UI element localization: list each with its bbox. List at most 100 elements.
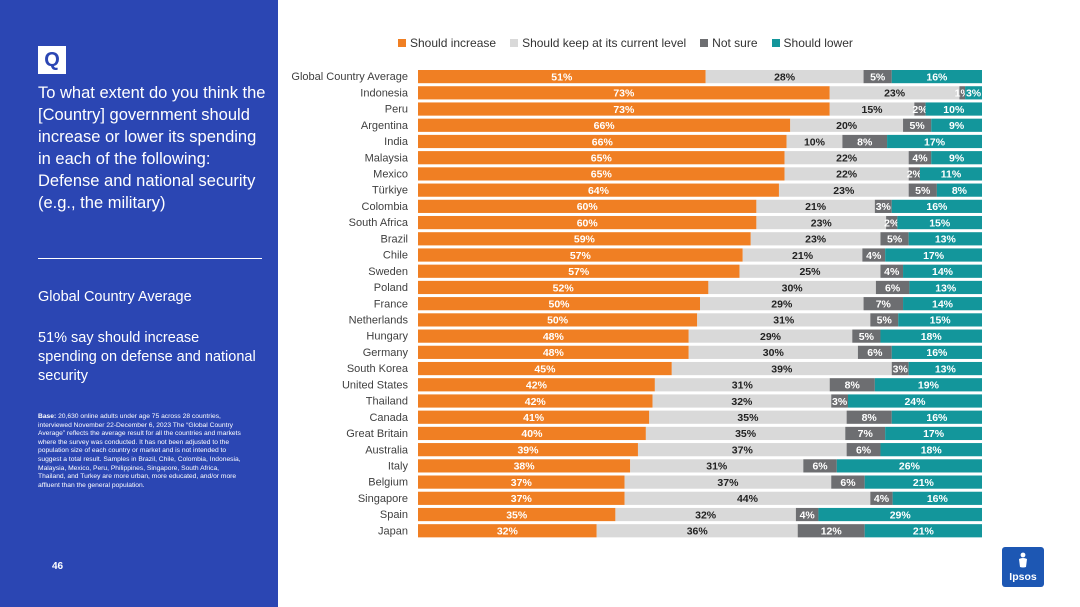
bar-segment-should-increase — [418, 102, 830, 116]
category-label: Sweden — [368, 266, 408, 278]
bar-segment-should-lower — [864, 524, 982, 538]
bar-segment-not-sure — [880, 232, 909, 246]
bar-segment-should-keep-at-its-current-level — [778, 183, 909, 197]
bar-segment-should-increase — [418, 475, 625, 489]
data-label: 15% — [929, 217, 951, 229]
bar-segment-should-lower — [891, 199, 982, 213]
bar-segment-should-increase — [418, 199, 757, 213]
bar-segment-should-keep-at-its-current-level — [739, 264, 881, 278]
data-label: 2% — [884, 217, 900, 229]
bar-segment-should-lower — [847, 394, 982, 408]
bar-segment-not-sure — [891, 361, 909, 376]
legend-swatch — [398, 39, 406, 47]
bar-segment-not-sure — [831, 475, 865, 489]
bar-segment-should-increase — [418, 280, 709, 295]
question-text: To what extent do you think the [Country… — [38, 84, 266, 212]
category-label: Chile — [383, 250, 408, 262]
ipsos-logo: Ipsos — [1002, 547, 1044, 587]
category-label: Australia — [365, 444, 409, 456]
category-label: South Africa — [349, 217, 409, 229]
data-label: 60% — [577, 201, 599, 213]
bar-segment-should-increase — [418, 459, 631, 473]
bar-segment-should-keep-at-its-current-level — [637, 443, 847, 457]
category-label: Germany — [363, 347, 409, 359]
data-label: 7% — [858, 428, 874, 440]
data-label: 60% — [577, 217, 599, 229]
category-label: France — [374, 298, 408, 310]
data-label: 59% — [574, 234, 596, 246]
data-label: 32% — [731, 396, 753, 408]
legend-label: Not sure — [712, 36, 758, 50]
data-label: 41% — [523, 412, 545, 424]
data-label: 65% — [591, 153, 613, 165]
bar-segment-not-sure — [959, 86, 966, 100]
data-label: 7% — [876, 298, 892, 310]
bar-segment-should-increase — [418, 426, 646, 441]
bar-segment-should-keep-at-its-current-level — [790, 118, 904, 132]
bar-segment-not-sure — [875, 280, 910, 295]
data-label: 26% — [899, 461, 921, 473]
legend-swatch — [510, 39, 519, 47]
data-label: 13% — [935, 363, 957, 375]
legend-label: Should keep at its current level — [522, 36, 687, 50]
bar-segment-should-lower — [880, 443, 982, 457]
data-label: 18% — [921, 331, 943, 343]
bar-segment-should-increase — [418, 248, 743, 262]
bar-segment-should-lower — [864, 475, 982, 489]
legend-label: Should lower — [783, 36, 853, 50]
bar-segment-should-lower — [903, 264, 982, 278]
data-label: 31% — [706, 461, 728, 473]
bar-segment-should-keep-at-its-current-level — [705, 70, 864, 84]
data-label: 3% — [832, 396, 848, 408]
category-label: Global Country Average — [291, 71, 408, 83]
bar-segment-should-keep-at-its-current-level — [784, 151, 909, 165]
data-label: 36% — [687, 526, 709, 538]
ipsos-mark-icon — [1019, 552, 1027, 568]
data-label: 23% — [833, 185, 855, 197]
data-label: 31% — [732, 380, 754, 392]
bar-segment-should-lower — [885, 248, 982, 262]
data-label: 37% — [717, 477, 739, 489]
data-label: 16% — [926, 71, 948, 83]
data-label: 32% — [695, 509, 717, 521]
bar-segment-not-sure — [846, 443, 881, 457]
data-label: 4% — [800, 509, 816, 521]
base-note: Base: 20,630 online adults under age 75 … — [38, 413, 248, 490]
bar-segment-should-increase — [418, 264, 740, 278]
bar-segment-should-lower — [892, 491, 982, 505]
bar-segment-should-increase — [418, 297, 700, 311]
bar-segment-should-lower — [891, 70, 982, 84]
data-label: 2% — [912, 104, 928, 116]
data-label: 31% — [773, 315, 795, 327]
data-label: 57% — [570, 250, 592, 262]
bar-segment-not-sure — [863, 70, 892, 84]
bar-segment-should-keep-at-its-current-level — [645, 426, 846, 441]
category-label: Colombia — [362, 201, 409, 213]
data-label: 64% — [588, 185, 610, 197]
data-label: 23% — [884, 88, 906, 100]
data-label: 19% — [918, 380, 940, 392]
data-label: 73% — [613, 104, 635, 116]
category-label: Spain — [380, 509, 408, 521]
bar-segment-not-sure — [845, 426, 886, 441]
category-label: Thailand — [366, 396, 408, 408]
category-label: United States — [342, 379, 409, 391]
data-label: 4% — [874, 493, 890, 505]
data-label: 17% — [923, 250, 945, 262]
bar-segment-should-keep-at-its-current-level — [700, 297, 864, 311]
data-label: 38% — [514, 461, 536, 473]
category-label: Netherlands — [349, 315, 409, 327]
category-label: Poland — [374, 282, 408, 294]
data-label: 29% — [771, 298, 793, 310]
bar-segment-should-lower — [897, 215, 982, 230]
bar-segment-should-keep-at-its-current-level — [786, 134, 843, 149]
base-note-label: Base: — [38, 413, 57, 420]
data-label: 8% — [845, 380, 861, 392]
data-label: 8% — [857, 136, 873, 148]
data-label: 48% — [543, 347, 565, 359]
data-label: 51% — [551, 71, 573, 83]
bar-segment-not-sure — [914, 102, 926, 116]
category-label: Singapore — [358, 493, 408, 505]
category-label: India — [384, 136, 409, 148]
data-label: 21% — [805, 201, 827, 213]
